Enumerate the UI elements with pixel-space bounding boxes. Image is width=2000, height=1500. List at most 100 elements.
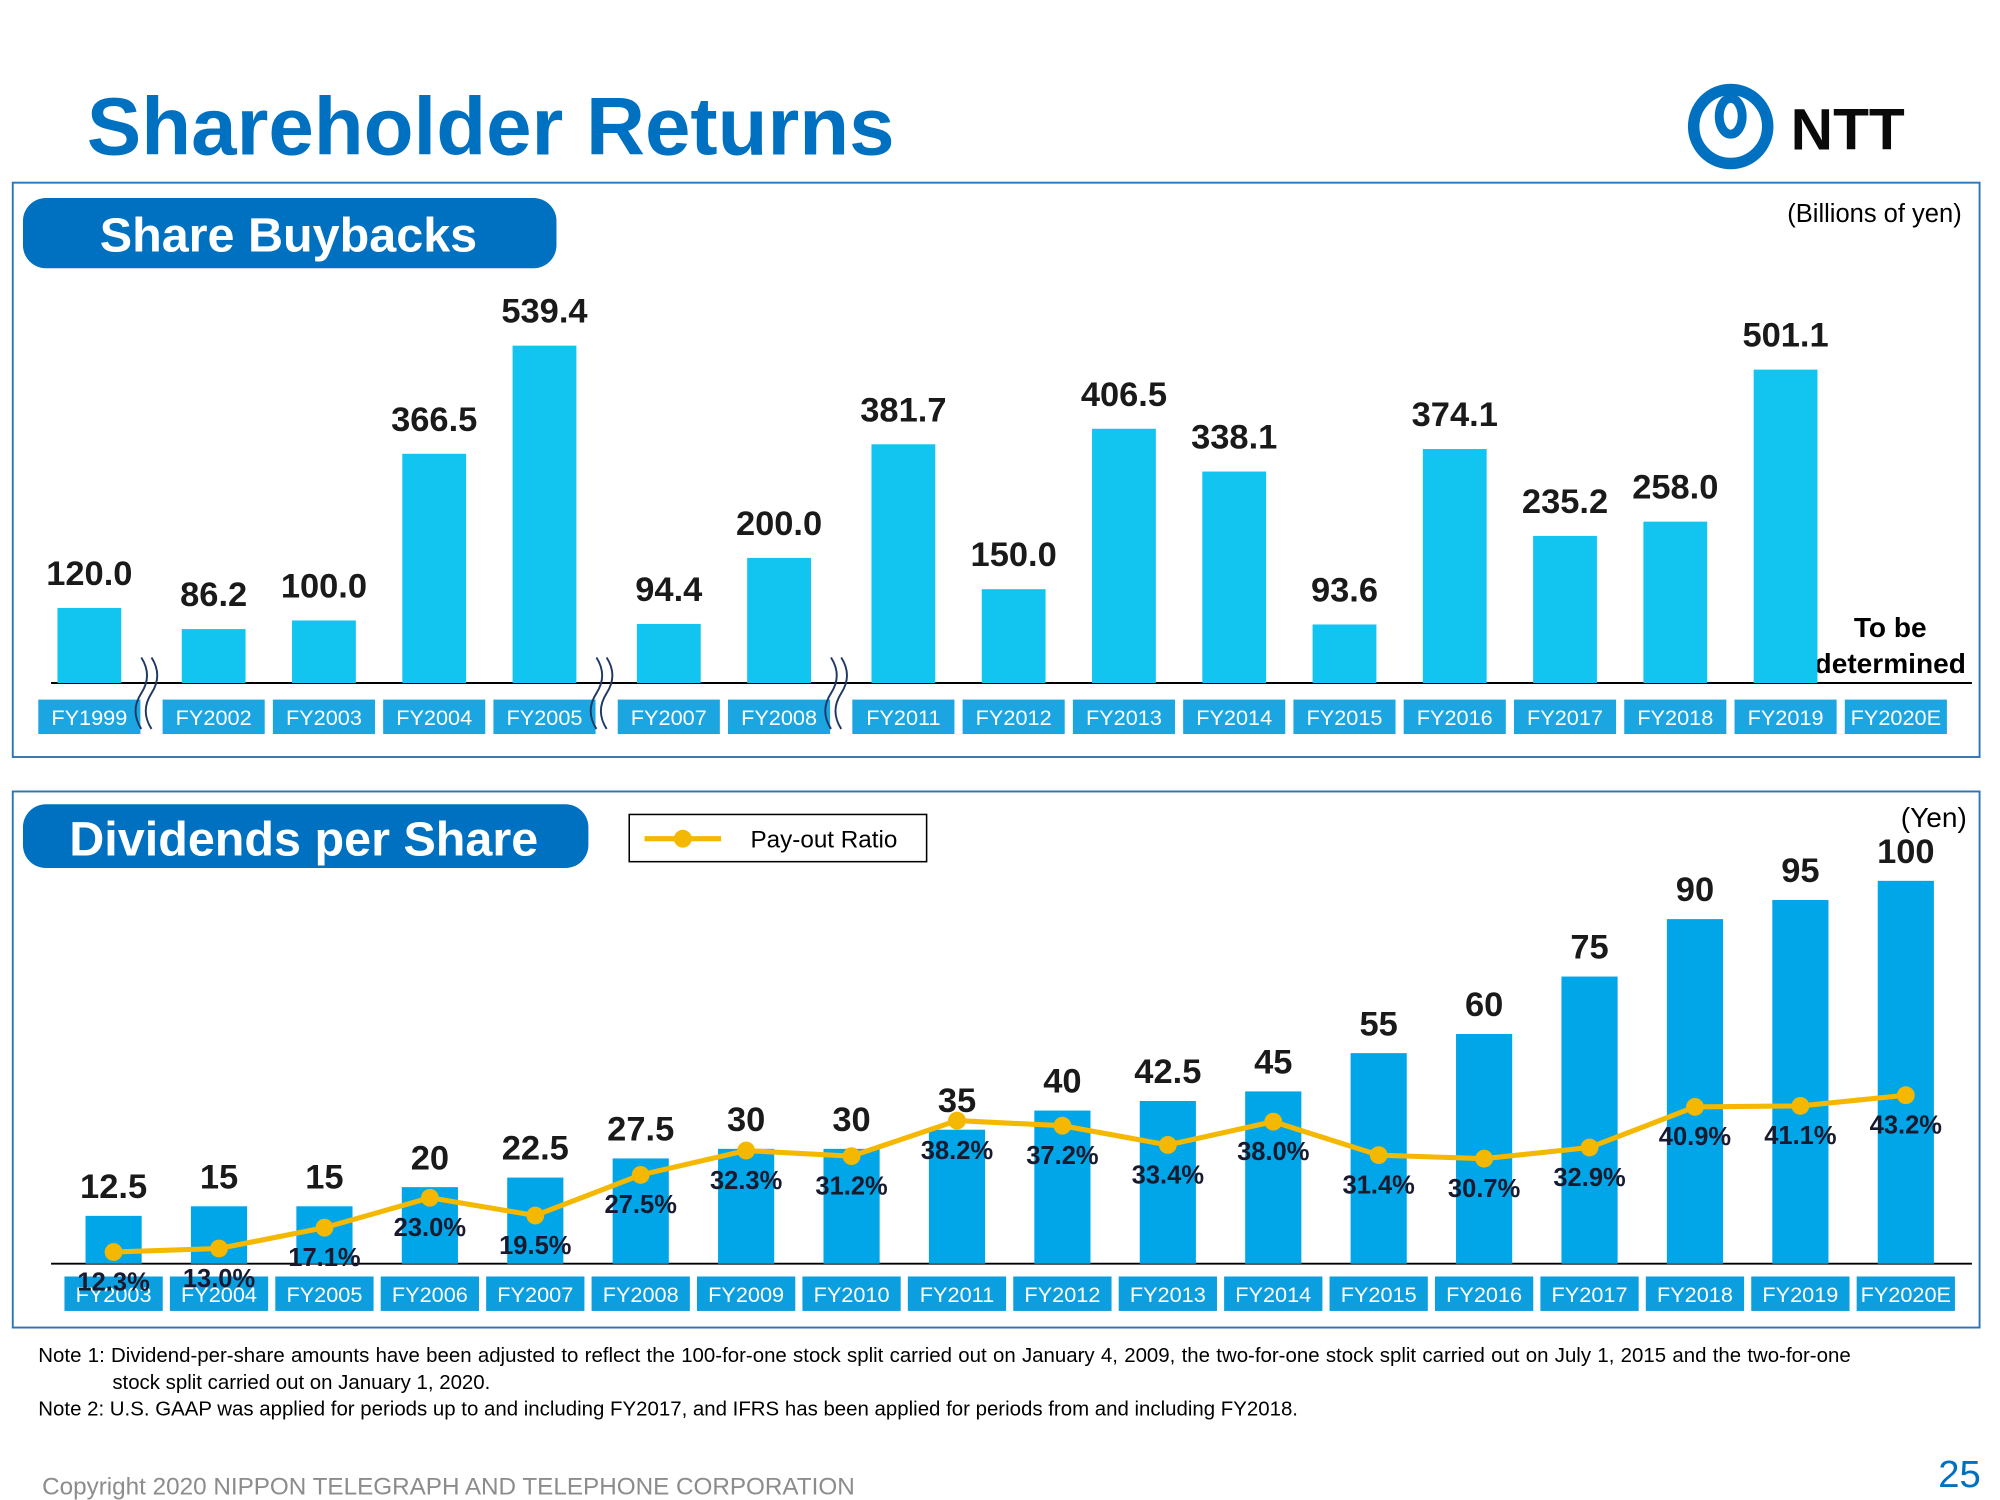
category-box (38, 699, 141, 735)
chart-title: Dividends per Share (69, 812, 538, 866)
data-label: 31.2% (815, 1172, 888, 1200)
bar (1877, 880, 1934, 1264)
data-label: 38.0% (1237, 1138, 1310, 1166)
bar (981, 589, 1046, 683)
bar (512, 345, 577, 683)
data-label: 258.0 (1632, 469, 1718, 507)
axis-break (144, 656, 159, 730)
panel-frame (11, 790, 1981, 1329)
bar (1666, 919, 1724, 1264)
data-label: 23.0% (394, 1214, 467, 1242)
annotation-box: To be determined (1815, 612, 1966, 680)
bar (1456, 1033, 1513, 1264)
line-point (104, 1243, 123, 1261)
bar (928, 1129, 986, 1264)
data-label: 366.5 (391, 401, 477, 439)
data-label: 27.5 (607, 1111, 674, 1149)
x-tick-label: FY2017 (1527, 705, 1603, 730)
x-tick-label: FY2014 (1235, 1282, 1311, 1307)
data-label: 37.2% (1026, 1142, 1099, 1170)
x-tick-label: FY2003 (286, 705, 362, 730)
x-tick-label: FY2010 (814, 1282, 890, 1307)
data-label: 86.2 (180, 576, 247, 614)
x-tick-label: FY2018 (1657, 1282, 1733, 1307)
data-label: 19.5% (499, 1232, 572, 1260)
line-point (210, 1239, 228, 1258)
line-point (420, 1188, 439, 1207)
category-box (1751, 1276, 1850, 1311)
notes-box: Note 1: Dividend-per-share amounts have … (38, 1345, 1850, 1421)
data-label: 32.3% (710, 1167, 783, 1195)
panel-frame (11, 181, 1981, 758)
line-point (1053, 1116, 1072, 1135)
data-label: 60 (1465, 986, 1503, 1024)
bar (1772, 899, 1829, 1264)
bar (1753, 369, 1818, 683)
category-box (383, 699, 486, 735)
data-label: 75 (1570, 929, 1608, 967)
bar (718, 1148, 775, 1264)
x-tick-label: FY2020E (1851, 705, 1941, 730)
logo-text: NTT (1791, 97, 1905, 162)
data-label: 539.4 (501, 293, 587, 331)
bar (1561, 976, 1618, 1264)
data-label: 42.5 (1134, 1053, 1201, 1091)
x-tick-label: FY2009 (708, 1282, 784, 1307)
data-label: 235.2 (1522, 483, 1608, 521)
data-label: 30 (727, 1101, 765, 1139)
x-tick-label: FY2012 (976, 705, 1052, 730)
note: Note 2: U.S. GAAP was applied for period… (38, 1399, 1298, 1421)
category-box (1513, 699, 1617, 735)
x-tick-label: FY2020E (1861, 1282, 1951, 1307)
x-tick-label: FY2014 (1196, 705, 1272, 730)
x-tick-label: FY1999 (51, 705, 127, 730)
x-tick-label: FY2013 (1130, 1282, 1206, 1307)
category-box (1329, 1276, 1428, 1311)
bar (1139, 1100, 1196, 1264)
ntt-logo: NTT (1687, 83, 1905, 170)
category-box (802, 1276, 901, 1311)
line-point (315, 1218, 334, 1237)
data-label: 200.0 (736, 505, 822, 543)
legend: Pay-out Ratio (628, 813, 928, 863)
line-point (1475, 1149, 1494, 1168)
data-label: 15 (200, 1158, 238, 1196)
category-box (1183, 699, 1286, 735)
line-point (737, 1141, 756, 1160)
category-box (1856, 1276, 1955, 1311)
x-tick-label: FY2018 (1637, 705, 1713, 730)
category-box (1540, 1276, 1639, 1311)
bar (871, 444, 936, 683)
category-box (64, 1276, 163, 1311)
line-point (526, 1206, 545, 1225)
slide-title: Shareholder Returns (87, 82, 895, 173)
category-box (380, 1276, 480, 1311)
bar (1092, 428, 1156, 683)
page-number: 25 (1938, 1453, 1981, 1496)
panel-header (22, 804, 589, 869)
bar (57, 607, 122, 683)
unit-label: (Yen) (1901, 802, 1967, 833)
line (113, 1092, 1907, 1255)
chart-title: Share Buybacks (100, 209, 477, 263)
data-label: 22.5 (502, 1130, 569, 1168)
x-tick-label: FY2008 (741, 705, 817, 730)
category-box (493, 699, 596, 735)
category-box (907, 1276, 1007, 1311)
line-point (1369, 1146, 1388, 1165)
copyright: Copyright 2020 NIPPON TELEGRAPH AND TELE… (42, 1474, 855, 1500)
data-label: 45 (1254, 1044, 1292, 1082)
data-label: 150.0 (971, 536, 1057, 574)
category-box (169, 1276, 269, 1311)
bar (402, 453, 467, 683)
data-label: 32.9% (1553, 1164, 1626, 1192)
line-point (842, 1147, 861, 1166)
line-point (631, 1165, 650, 1184)
x-tick-label: FY2003 (76, 1282, 152, 1307)
category-box (162, 699, 265, 735)
bar (1533, 535, 1597, 683)
data-label: 43.2% (1870, 1112, 1943, 1140)
category-box (1645, 1276, 1745, 1311)
